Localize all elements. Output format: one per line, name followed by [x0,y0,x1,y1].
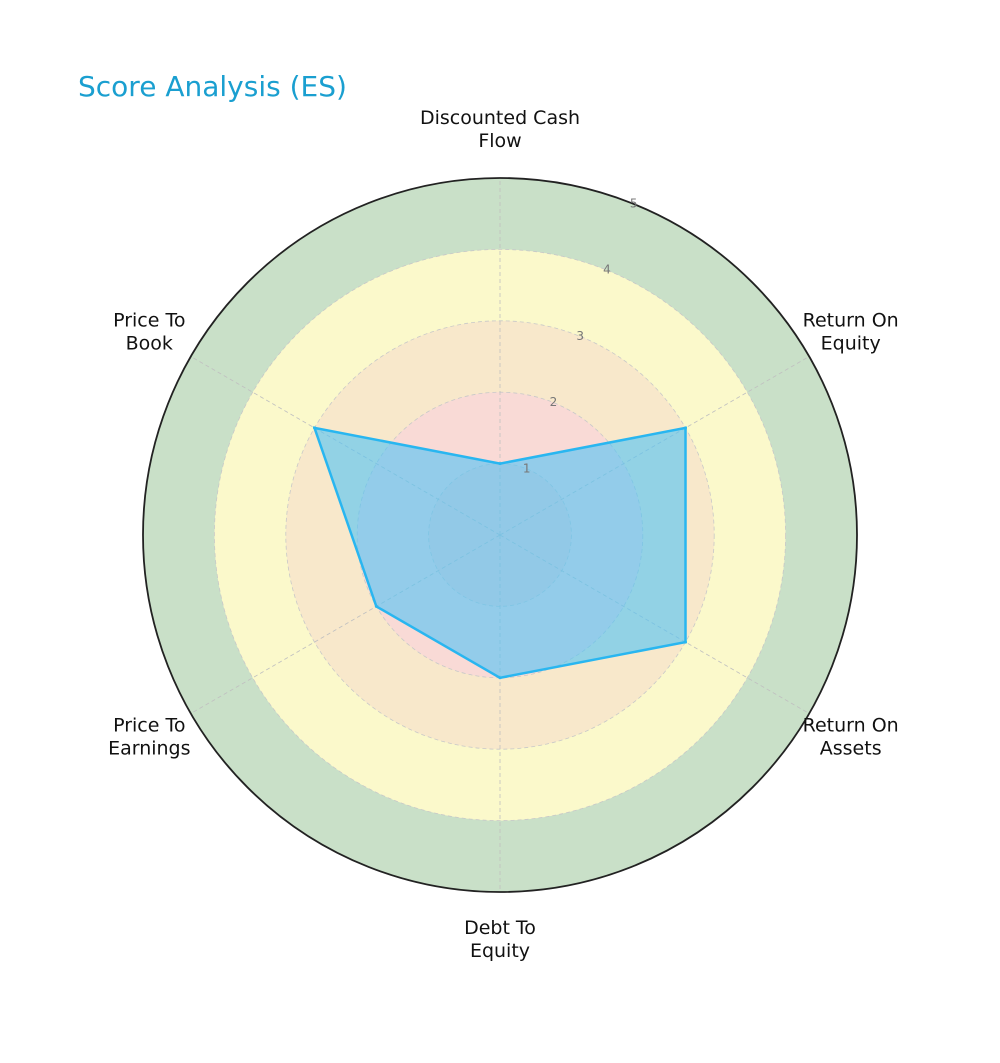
data-point-4 [374,604,378,608]
data-point-5 [312,426,316,430]
radial-tick-labels: 1 2 3 4 5 [523,196,638,475]
data-point-0 [498,462,502,466]
data-point-2 [684,640,688,644]
outer-border [142,177,858,893]
tick-label-1: 1 [523,461,531,475]
axis-label-line: Debt To [464,917,536,939]
axis-label-line: Earnings [108,738,190,760]
tick-label-4: 4 [603,263,611,277]
data-point-1 [684,426,688,430]
axis-label-line: Price To [113,715,185,737]
axis-label-line: Assets [820,738,882,760]
score-series [312,426,688,680]
grid-circle-3 [285,320,715,750]
axis-label-line: Equity [470,940,530,962]
axis-label-line: Price To [113,310,185,332]
axis-label-line: Discounted Cash [420,107,580,129]
axis-label-line: Flow [478,130,521,152]
data-point-3 [498,676,502,680]
grid-circle-4 [213,248,787,822]
axis-label-line: Return On [803,310,899,332]
axis-label-line: Book [126,333,173,355]
tick-label-5: 5 [630,196,638,210]
tick-label-3: 3 [576,329,584,343]
chart-title: Score Analysis (ES) [78,70,347,103]
tick-label-2: 2 [550,395,558,409]
axis-label-line: Equity [821,333,881,355]
axis-label-line: Return On [803,715,899,737]
